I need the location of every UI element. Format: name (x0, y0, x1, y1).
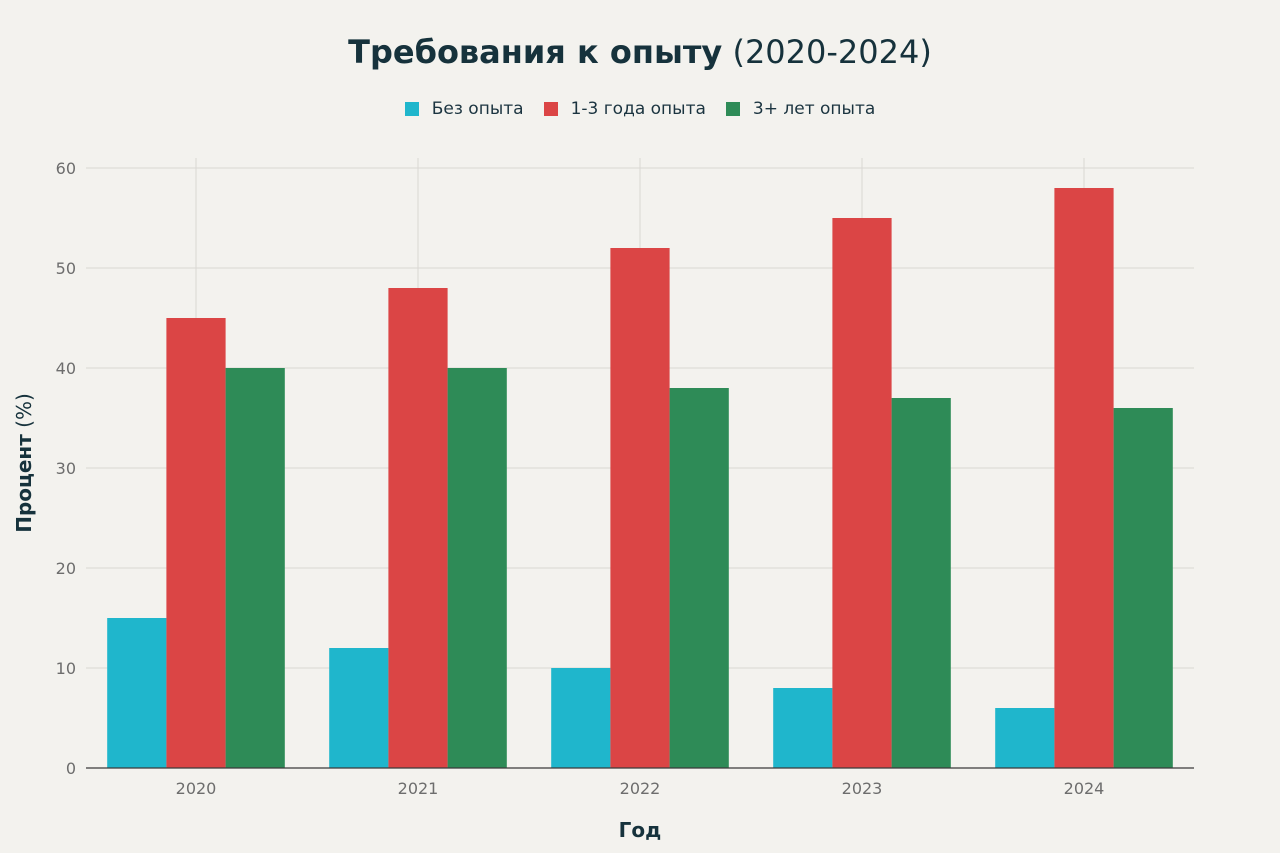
legend-label-1-3-years: 1-3 года опыта (570, 99, 706, 119)
bar-2021-series-0 (329, 648, 389, 768)
legend-label-3-plus-years: 3+ лет опыта (752, 99, 876, 119)
bar-2022-series-2 (669, 388, 729, 768)
bar-2020-series-1 (166, 318, 226, 768)
y-tick-label-30: 30 (56, 459, 76, 478)
x-tick-label-2021: 2021 (398, 779, 439, 798)
bar-2021-series-2 (447, 368, 507, 768)
y-tick-label-10: 10 (56, 659, 76, 678)
bar-2023-series-2 (891, 398, 951, 768)
x-tick-label-2020: 2020 (176, 779, 217, 798)
bar-2024-series-0 (995, 708, 1055, 768)
y-tick-label-20: 20 (56, 559, 76, 578)
legend-swatch-no-experience (404, 102, 419, 116)
bar-2022-series-1 (610, 248, 670, 768)
legend-item-no-experience[interactable]: Без опыта (404, 97, 524, 121)
legend-item-3-plus-years[interactable]: 3+ лет опыта (725, 97, 876, 121)
y-tick-label-60: 60 (56, 159, 76, 178)
chart-legend: Без опыта 1-3 года опыта 3+ лет опыта (0, 97, 1280, 121)
bar-2023-series-1 (832, 218, 892, 768)
bar-2020-series-2 (225, 368, 285, 768)
bar-2020-series-0 (107, 618, 167, 768)
chart-title-main: Требования к опыту (348, 33, 723, 71)
tick-labels: 0 10 20 30 40 50 60 2020 2021 2022 2023 2024 (56, 159, 1105, 798)
bar-2024-series-1 (1054, 188, 1114, 768)
legend-swatch-3-plus-years (725, 102, 740, 116)
legend-label-no-experience: Без опыта (431, 99, 524, 119)
chart-title-years: (2020-2024) (732, 33, 932, 71)
y-tick-label-50: 50 (56, 259, 76, 278)
chart-title: Требования к опыту (2020-2024) (0, 30, 1280, 74)
x-tick-label-2024: 2024 (1064, 779, 1105, 798)
y-tick-label-0: 0 (66, 759, 76, 778)
legend-swatch-1-3-years (543, 102, 558, 116)
x-axis-title: Год (618, 818, 662, 842)
bars (107, 188, 1173, 768)
bar-2021-series-1 (388, 288, 448, 768)
bar-2023-series-0 (773, 688, 833, 768)
x-tick-label-2023: 2023 (842, 779, 883, 798)
y-tick-label-40: 40 (56, 359, 76, 378)
x-tick-label-2022: 2022 (620, 779, 661, 798)
bar-2022-series-0 (551, 668, 611, 768)
bar-2024-series-2 (1113, 408, 1173, 768)
legend-item-1-3-years[interactable]: 1-3 года опыта (543, 97, 706, 121)
